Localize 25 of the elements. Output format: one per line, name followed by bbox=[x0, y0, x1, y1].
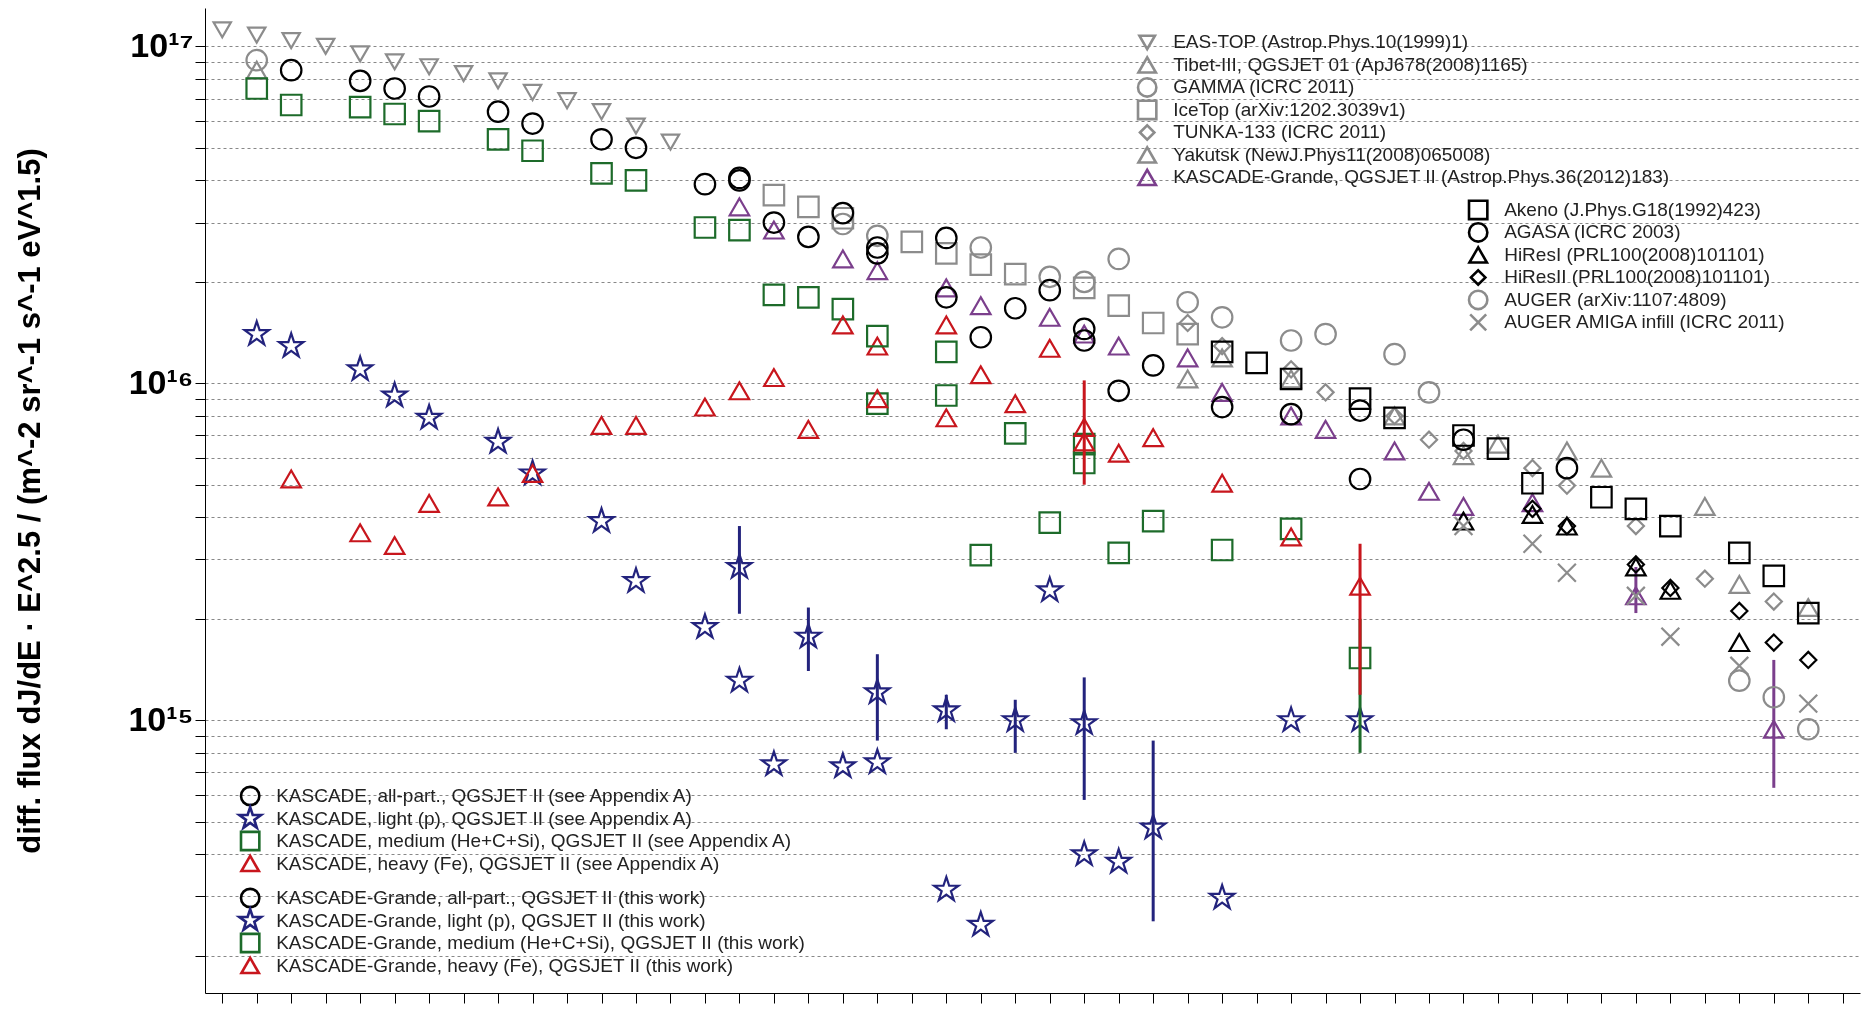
legend-label: KASCADE-Grande, light (p), QGSJET II (this work) bbox=[276, 909, 706, 931]
legend-label: GAMMA (ICRC 2011) bbox=[1173, 76, 1355, 98]
y-tick-label: 10¹⁶ bbox=[128, 362, 194, 401]
legend-label: AUGER (arXiv:1107:4809) bbox=[1504, 288, 1727, 310]
legend-label: HiResII (PRL100(2008)101101) bbox=[1504, 266, 1770, 288]
legend-label: KASCADE, all-part., QGSJET II (see Appendix A) bbox=[276, 785, 692, 806]
legend-label: KASCADE-Grande, medium (He+C+Si), QGSJET II (this work) bbox=[276, 932, 805, 953]
legend-label: KASCADE, heavy (Fe), QGSJET II (see Appendix A) bbox=[276, 852, 720, 874]
legend-label: TUNKA-133 (ICRC 2011) bbox=[1173, 121, 1387, 143]
legend-label: KASCADE, light (p), QGSJET II (see Appendix A) bbox=[276, 807, 692, 829]
legend-label: AGASA (ICRC 2003) bbox=[1504, 221, 1681, 243]
legend-label: IceTop (arXiv:1202.3039v1) bbox=[1173, 98, 1406, 120]
legend-label: EAS-TOP (Astrop.Phys.10(1999)1) bbox=[1173, 31, 1469, 53]
legend-label: Akeno (J.Phys.G18(1992)423) bbox=[1504, 198, 1761, 220]
y-axis-title: diff. flux dJ/dE · E^2.5 / (m^-2 sr^-1 s^-1 eV^1.5) bbox=[11, 148, 47, 854]
legend-label: KASCADE, medium (He+C+Si), QGSJET II (see Appendix A) bbox=[276, 830, 792, 851]
legend-label: KASCADE-Grande, heavy (Fe), QGSJET II (this work) bbox=[276, 954, 733, 976]
legend-label: Yakutsk (NewJ.Phys11(2008)065008) bbox=[1173, 143, 1491, 165]
legend-label: Tibet-III, QGSJET 01 (ApJ678(2008)1165) bbox=[1173, 53, 1528, 75]
legend-label: KASCADE-Grande, QGSJET II (Astrop.Phys.36(2012)183) bbox=[1173, 166, 1670, 188]
legend-label: AUGER AMIGA infill (ICRC 2011) bbox=[1504, 311, 1785, 333]
y-tick-label: 10¹⁷ bbox=[130, 25, 194, 64]
y-tick-label: 10¹⁵ bbox=[128, 699, 194, 738]
legend-label: HiResI (PRL100(2008)101101) bbox=[1504, 243, 1765, 265]
legend-label: KASCADE-Grande, all-part., QGSJET II (this work) bbox=[276, 887, 706, 908]
